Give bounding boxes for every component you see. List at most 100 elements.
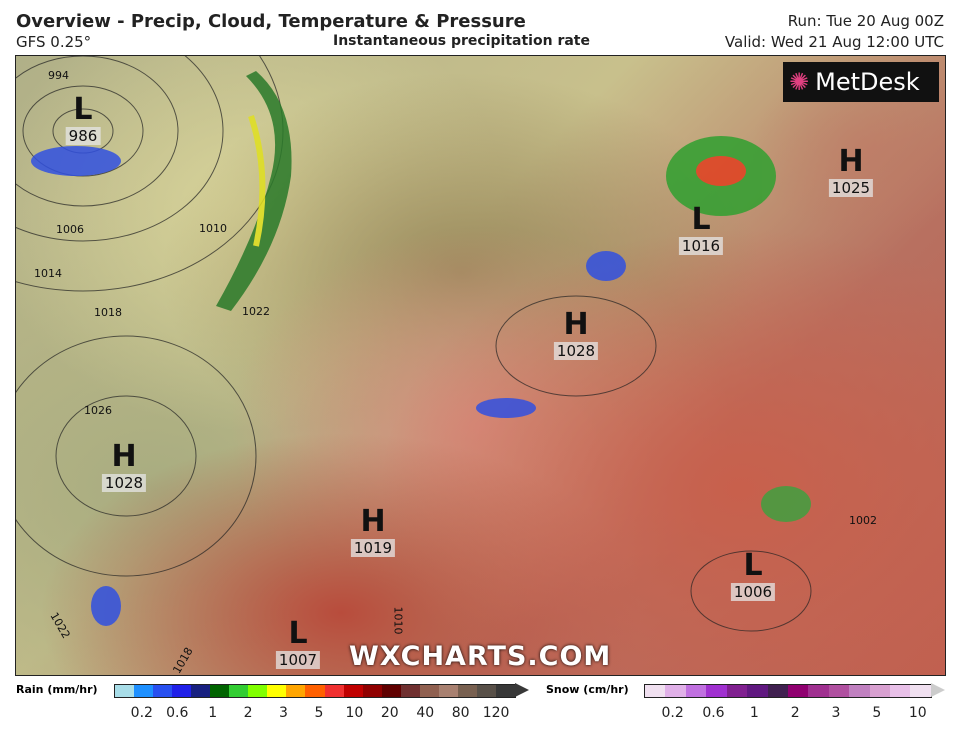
isobar-label: 1014 bbox=[34, 267, 62, 280]
color-swatch bbox=[476, 685, 496, 697]
tick-label: 0.2 bbox=[130, 705, 153, 721]
color-swatch bbox=[115, 685, 135, 697]
tick-label: 0.6 bbox=[702, 705, 725, 721]
metdesk-logo: ✺ MetDesk bbox=[783, 62, 939, 102]
pressure-low: L 1007 bbox=[275, 618, 321, 669]
rain-area bbox=[586, 251, 626, 281]
color-swatch bbox=[808, 685, 829, 697]
color-swatch bbox=[286, 685, 306, 697]
color-swatch bbox=[438, 685, 458, 697]
rain-area bbox=[31, 146, 121, 176]
tick-label: 5 bbox=[314, 705, 324, 721]
isobar bbox=[16, 335, 257, 577]
color-swatch bbox=[747, 685, 768, 697]
pressure-low: L 1006 bbox=[730, 550, 776, 601]
rain-core bbox=[696, 156, 746, 186]
color-swatch bbox=[210, 685, 230, 697]
color-swatch bbox=[381, 685, 401, 697]
color-swatch bbox=[457, 685, 477, 697]
color-swatch bbox=[267, 685, 287, 697]
color-swatch bbox=[324, 685, 344, 697]
subtitle: Instantaneous precipitation rate bbox=[333, 33, 590, 49]
color-swatch bbox=[849, 685, 870, 697]
rain-colorbar bbox=[114, 684, 516, 698]
color-swatch bbox=[191, 685, 211, 697]
pressure-high: H 1028 bbox=[101, 441, 147, 492]
model-label: GFS 0.25° bbox=[16, 33, 92, 51]
isobar bbox=[16, 56, 179, 207]
tick-label: 3 bbox=[831, 705, 841, 721]
color-swatch bbox=[890, 685, 911, 697]
tick-label: 3 bbox=[279, 705, 288, 721]
isobar-label: 1002 bbox=[849, 514, 877, 527]
rain-colorbar-arrow bbox=[515, 683, 529, 697]
isobar-label: 1006 bbox=[56, 223, 84, 236]
tick-label: 5 bbox=[872, 705, 882, 721]
isobar-label: 1026 bbox=[84, 404, 112, 417]
color-swatch bbox=[419, 685, 439, 697]
isobar bbox=[22, 85, 144, 177]
chart-title: Overview - Precip, Cloud, Temperature & … bbox=[16, 11, 526, 32]
isobar-label: 994 bbox=[48, 69, 69, 82]
tick-label: 120 bbox=[482, 705, 510, 721]
color-swatch bbox=[362, 685, 382, 697]
color-swatch bbox=[134, 685, 154, 697]
tick-label: 1 bbox=[208, 705, 218, 721]
color-swatch bbox=[910, 685, 931, 697]
color-swatch bbox=[248, 685, 268, 697]
pressure-high: H 1028 bbox=[553, 309, 599, 360]
isobar bbox=[690, 550, 812, 632]
map-overlay bbox=[16, 56, 812, 632]
snow-colorbar bbox=[644, 684, 932, 698]
rain-legend-label: Rain (mm/hr) bbox=[16, 683, 98, 696]
isobar-label: 1010 bbox=[199, 222, 227, 235]
pressure-low: L 986 bbox=[65, 94, 101, 145]
tick-label: 10 bbox=[908, 705, 927, 721]
color-swatch bbox=[645, 685, 666, 697]
color-swatch bbox=[787, 685, 809, 697]
tick-label: 10 bbox=[345, 705, 364, 721]
run-time: Run: Tue 20 Aug 00Z bbox=[787, 12, 944, 30]
rain-band bbox=[216, 71, 292, 311]
isobar-label: 1018 bbox=[94, 306, 122, 319]
tick-label: 20 bbox=[380, 705, 399, 721]
color-swatch bbox=[685, 685, 707, 697]
color-swatch bbox=[229, 685, 249, 697]
color-swatch bbox=[305, 685, 325, 697]
color-swatch bbox=[828, 685, 850, 697]
tick-label: 80 bbox=[451, 705, 470, 721]
snow-legend-label: Snow (cm/hr) bbox=[546, 683, 629, 696]
rain-area bbox=[476, 398, 536, 418]
isobar-label: 1022 bbox=[242, 305, 270, 318]
pressure-high: H 1025 bbox=[828, 146, 874, 197]
color-swatch bbox=[172, 685, 192, 697]
color-swatch bbox=[343, 685, 363, 697]
weather-map: L 986 L 1016 H 1025 H 1028 H 1028 H 1019 L 1006… bbox=[15, 55, 946, 676]
color-swatch bbox=[767, 685, 788, 697]
color-swatch bbox=[153, 685, 173, 697]
color-swatch bbox=[726, 685, 748, 697]
tick-label: 40 bbox=[416, 705, 435, 721]
color-swatch bbox=[665, 685, 686, 697]
pressure-high: H 1019 bbox=[350, 506, 396, 557]
snow-colorbar-arrow bbox=[931, 683, 945, 697]
color-swatch bbox=[706, 685, 727, 697]
color-swatch bbox=[495, 685, 515, 697]
rain-area bbox=[91, 586, 121, 626]
isobar bbox=[495, 295, 657, 397]
isobar bbox=[16, 56, 224, 242]
tick-label: 1 bbox=[749, 705, 759, 721]
tick-label: 2 bbox=[243, 705, 253, 721]
tick-label: 0.2 bbox=[661, 705, 684, 721]
rain-core bbox=[248, 115, 266, 247]
color-swatch bbox=[869, 685, 891, 697]
isobar bbox=[55, 395, 197, 517]
isobar-label: 1010 bbox=[391, 606, 405, 635]
color-swatch bbox=[400, 685, 420, 697]
tick-label: 2 bbox=[790, 705, 800, 721]
sun-icon: ✺ bbox=[789, 68, 810, 96]
pressure-low: L 1016 bbox=[678, 204, 724, 255]
tick-label: 0.6 bbox=[166, 705, 189, 721]
valid-time: Valid: Wed 21 Aug 12:00 UTC bbox=[724, 33, 944, 51]
rain-area bbox=[761, 486, 811, 522]
